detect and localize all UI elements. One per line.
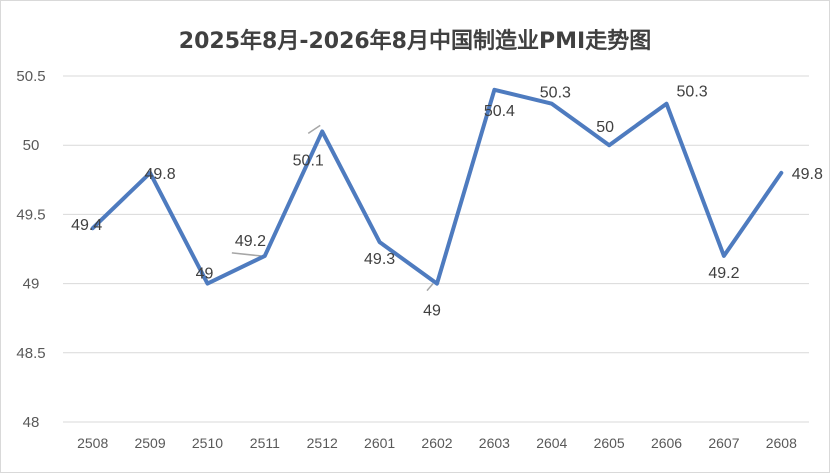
series-line [90, 87, 784, 286]
x-tick-label: 2509 [134, 435, 165, 451]
x-tick-label: 2607 [708, 435, 739, 451]
x-tick-label: 2601 [364, 435, 395, 451]
data-label: 49 [423, 303, 441, 320]
x-tick-label: 2508 [77, 435, 108, 451]
x-axis-tick-labels: 2508 2509 2510 2511 2512 2601 2602 2603 2604 2605… [77, 435, 797, 451]
leader-line [307, 124, 321, 134]
data-label: 50.3 [677, 84, 708, 101]
data-label: 49.8 [145, 166, 176, 183]
data-label: 50.4 [484, 103, 515, 120]
y-tick-label: 48.5 [16, 345, 45, 362]
leader-line [231, 252, 261, 257]
x-tick-label: 2512 [307, 435, 338, 451]
x-tick-label: 2511 [250, 435, 280, 451]
data-label: 49 [196, 266, 214, 283]
y-axis-tick-labels: 48 48.5 49 49.5 50 50.5 [16, 68, 45, 431]
y-tick-label: 50.5 [16, 68, 45, 85]
x-tick-label: 2605 [594, 435, 625, 451]
data-label: 49.2 [235, 233, 266, 250]
y-tick-label: 49.5 [16, 206, 45, 223]
label-leader-lines [231, 124, 434, 292]
y-tick-label: 49 [23, 276, 40, 293]
x-tick-label: 2606 [651, 435, 682, 451]
data-label: 49.8 [792, 166, 823, 183]
data-label: 49.3 [364, 251, 395, 268]
leader-line [426, 283, 434, 292]
data-label: 50 [596, 119, 614, 136]
x-tick-label: 2604 [536, 435, 567, 451]
data-label: 49.2 [708, 265, 739, 282]
data-label: 50.1 [293, 152, 324, 169]
data-labels: 49.4 49.8 49 49.2 50.1 49.3 49 50.4 50.3 50 50.3 49… [71, 84, 823, 320]
y-tick-label: 50 [23, 137, 40, 154]
series-layer [90, 87, 784, 286]
data-label: 49.4 [71, 217, 102, 234]
chart-title: 2025年8月-2026年8月中国制造业PMI走势图 [179, 28, 651, 54]
x-tick-label: 2603 [479, 435, 510, 451]
x-tick-label: 2608 [766, 435, 797, 451]
data-label: 50.3 [540, 85, 571, 102]
gridlines [63, 75, 809, 423]
x-tick-label: 2602 [421, 435, 452, 451]
x-tick-label: 2510 [192, 435, 223, 451]
y-tick-label: 48 [23, 414, 40, 431]
